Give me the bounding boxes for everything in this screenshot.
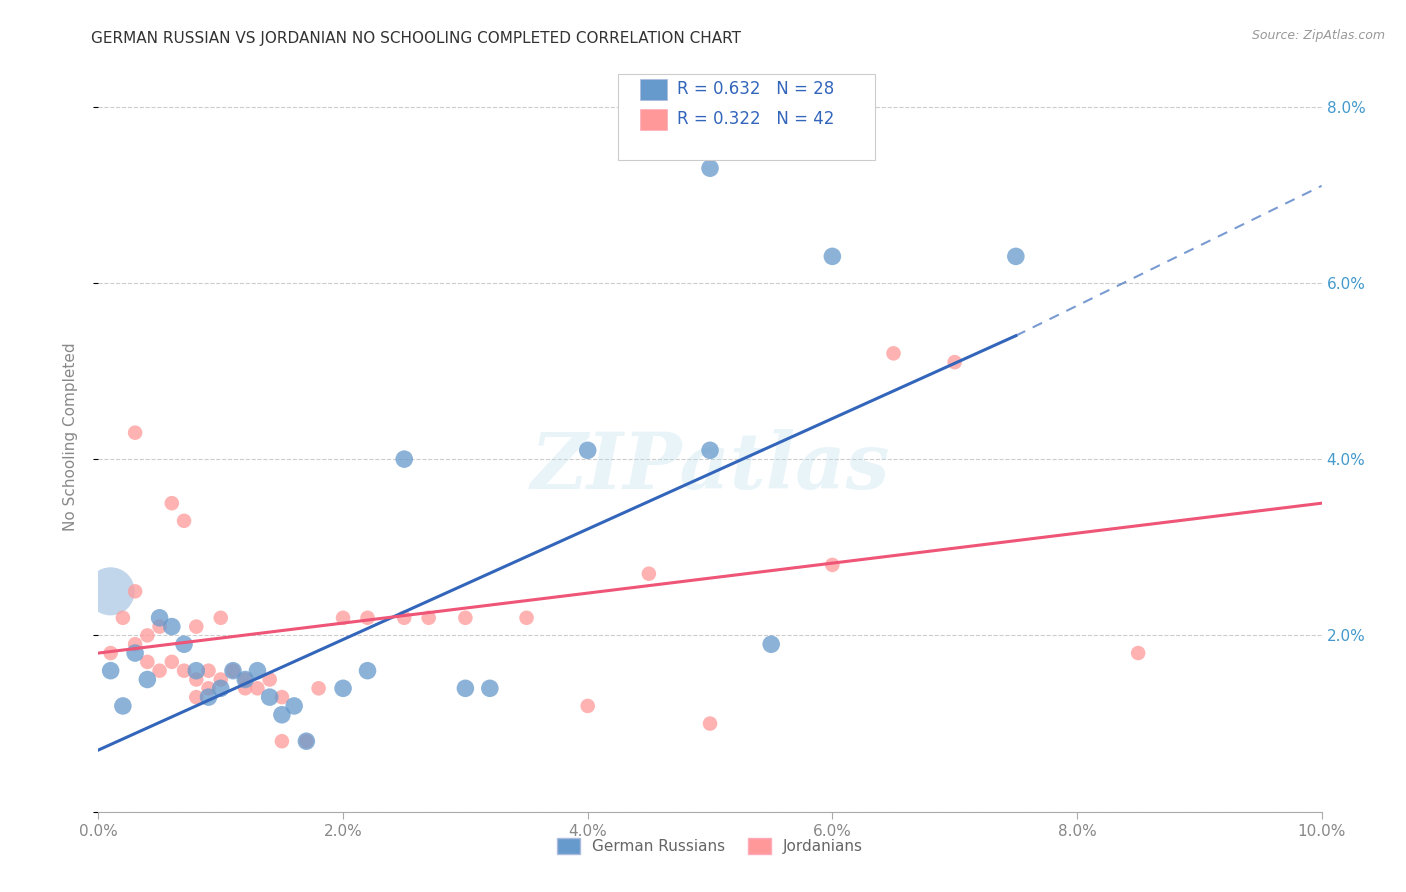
Point bbox=[186, 619, 208, 633]
Point bbox=[233, 673, 256, 687]
Point bbox=[222, 664, 245, 678]
Point bbox=[186, 690, 208, 705]
Point bbox=[576, 698, 599, 713]
Y-axis label: No Schooling Completed: No Schooling Completed bbox=[63, 343, 77, 532]
Point bbox=[1004, 249, 1026, 263]
Point bbox=[160, 619, 183, 633]
Text: R = 0.632   N = 28: R = 0.632 N = 28 bbox=[678, 80, 834, 98]
Point bbox=[124, 584, 146, 599]
Point bbox=[821, 249, 844, 263]
Point bbox=[392, 611, 416, 625]
Point bbox=[454, 681, 477, 696]
Point bbox=[186, 673, 208, 687]
Text: GERMAN RUSSIAN VS JORDANIAN NO SCHOOLING COMPLETED CORRELATION CHART: GERMAN RUSSIAN VS JORDANIAN NO SCHOOLING… bbox=[91, 31, 741, 46]
Point bbox=[308, 681, 330, 696]
Point bbox=[418, 611, 440, 625]
Point bbox=[100, 584, 122, 599]
Bar bbox=[640, 109, 668, 130]
Point bbox=[821, 558, 844, 572]
Point bbox=[246, 664, 269, 678]
Point bbox=[246, 681, 269, 696]
Text: Source: ZipAtlas.com: Source: ZipAtlas.com bbox=[1251, 29, 1385, 42]
Point bbox=[699, 716, 721, 731]
Text: R = 0.322   N = 42: R = 0.322 N = 42 bbox=[678, 111, 834, 128]
Point bbox=[233, 681, 256, 696]
Point bbox=[259, 690, 281, 705]
Point bbox=[637, 566, 661, 581]
Point bbox=[136, 655, 159, 669]
Point bbox=[233, 673, 256, 687]
Point bbox=[173, 514, 195, 528]
Point bbox=[356, 611, 378, 625]
Point bbox=[124, 646, 146, 660]
Point bbox=[124, 637, 146, 651]
Point bbox=[222, 664, 245, 678]
Point bbox=[173, 637, 195, 651]
Point bbox=[478, 681, 501, 696]
Point bbox=[699, 161, 721, 176]
Point bbox=[124, 425, 146, 440]
Point bbox=[295, 734, 318, 748]
Point bbox=[100, 664, 122, 678]
Point bbox=[149, 619, 172, 633]
Point bbox=[160, 655, 183, 669]
Bar bbox=[640, 78, 668, 100]
Point bbox=[454, 611, 477, 625]
Point bbox=[149, 611, 172, 625]
Point bbox=[209, 611, 232, 625]
Point bbox=[516, 611, 538, 625]
Point bbox=[111, 698, 134, 713]
Point bbox=[186, 664, 208, 678]
Point bbox=[759, 637, 782, 651]
Point bbox=[100, 646, 122, 660]
Point bbox=[883, 346, 905, 360]
Point bbox=[392, 452, 416, 467]
Point bbox=[197, 690, 219, 705]
FancyBboxPatch shape bbox=[619, 74, 875, 160]
Point bbox=[270, 707, 292, 722]
Point bbox=[699, 443, 721, 458]
Point bbox=[283, 698, 305, 713]
Point bbox=[332, 611, 354, 625]
Point bbox=[111, 611, 134, 625]
Point bbox=[270, 734, 292, 748]
Point bbox=[332, 681, 354, 696]
Point bbox=[136, 628, 159, 642]
Point bbox=[160, 496, 183, 510]
Point bbox=[295, 734, 318, 748]
Point bbox=[197, 664, 219, 678]
Point bbox=[576, 443, 599, 458]
Point bbox=[149, 664, 172, 678]
Legend: German Russians, Jordanians: German Russians, Jordanians bbox=[551, 832, 869, 860]
Point bbox=[270, 690, 292, 705]
Point bbox=[173, 664, 195, 678]
Point bbox=[356, 664, 378, 678]
Point bbox=[259, 673, 281, 687]
Point bbox=[943, 355, 966, 369]
Point bbox=[209, 681, 232, 696]
Text: ZIPatlas: ZIPatlas bbox=[530, 429, 890, 505]
Point bbox=[136, 673, 159, 687]
Point bbox=[209, 673, 232, 687]
Point bbox=[1128, 646, 1150, 660]
Point bbox=[197, 681, 219, 696]
